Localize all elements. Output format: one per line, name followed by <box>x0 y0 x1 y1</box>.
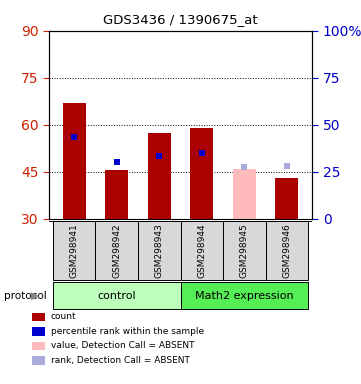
Bar <box>62 103 86 219</box>
Text: percentile rank within the sample: percentile rank within the sample <box>51 327 204 336</box>
Text: GSM298945: GSM298945 <box>240 223 249 278</box>
Text: GSM298943: GSM298943 <box>155 223 164 278</box>
Bar <box>275 178 299 219</box>
Text: GSM298944: GSM298944 <box>197 223 206 278</box>
FancyBboxPatch shape <box>265 221 308 280</box>
Bar <box>190 128 213 219</box>
FancyBboxPatch shape <box>138 221 180 280</box>
Text: Math2 expression: Math2 expression <box>195 291 293 301</box>
Text: GSM298941: GSM298941 <box>70 223 79 278</box>
Text: GSM298946: GSM298946 <box>282 223 291 278</box>
FancyBboxPatch shape <box>53 282 180 309</box>
FancyBboxPatch shape <box>180 221 223 280</box>
FancyBboxPatch shape <box>53 221 96 280</box>
Text: control: control <box>97 291 136 301</box>
Text: value, Detection Call = ABSENT: value, Detection Call = ABSENT <box>51 341 194 351</box>
FancyBboxPatch shape <box>96 221 138 280</box>
Text: ▶: ▶ <box>31 291 39 301</box>
Bar <box>232 169 256 219</box>
Text: protocol: protocol <box>4 291 46 301</box>
Text: GDS3436 / 1390675_at: GDS3436 / 1390675_at <box>103 13 258 26</box>
Text: GSM298942: GSM298942 <box>112 223 121 278</box>
Bar <box>148 132 171 219</box>
Text: count: count <box>51 312 76 321</box>
Text: rank, Detection Call = ABSENT: rank, Detection Call = ABSENT <box>51 356 190 365</box>
Bar <box>105 170 129 219</box>
FancyBboxPatch shape <box>180 282 308 309</box>
FancyBboxPatch shape <box>223 221 265 280</box>
